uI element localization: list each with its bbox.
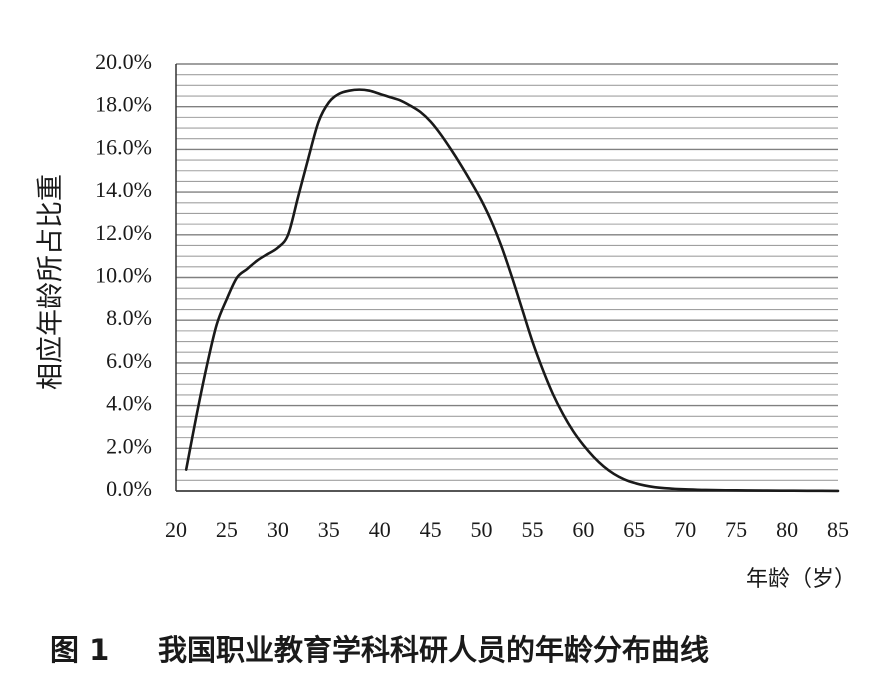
y-tick-label: 2.0% (106, 433, 152, 458)
x-tick-label: 40 (369, 517, 391, 542)
y-tick-label: 14.0% (95, 177, 152, 202)
y-axis-label: 相应年龄所占比重 (36, 174, 67, 390)
x-tick-label: 65 (623, 517, 645, 542)
x-tick-label: 55 (521, 517, 543, 542)
x-tick-label: 80 (776, 517, 798, 542)
y-tick-label: 18.0% (95, 92, 152, 117)
y-tick-label: 8.0% (106, 305, 152, 330)
y-tick-labels: 0.0% 2.0% 4.0% 6.0% 8.0% 10.0% 12.0% 14.0% 16.0%… (95, 49, 152, 501)
x-tick-label: 20 (165, 517, 187, 542)
y-tick-label: 16.0% (95, 134, 152, 159)
x-tick-label: 35 (318, 517, 340, 542)
figure-number: 图 1 (50, 633, 109, 667)
x-tick-label: 25 (216, 517, 238, 542)
gridlines (176, 63, 838, 492)
y-tick-label: 20.0% (95, 49, 152, 74)
x-tick-labels: 20 25 30 35 40 45 50 55 60 65 70 75 80 85 (165, 517, 849, 542)
y-tick-label: 12.0% (95, 220, 152, 245)
x-tick-label: 30 (267, 517, 289, 542)
figure-caption: 我国职业教育学科科研人员的年龄分布曲线 (158, 633, 709, 667)
x-tick-label: 85 (827, 517, 849, 542)
x-tick-label: 75 (725, 517, 747, 542)
series-line (184, 88, 840, 493)
y-tick-label: 4.0% (106, 391, 152, 416)
y-tick-label: 10.0% (95, 263, 152, 288)
x-tick-label: 60 (572, 517, 594, 542)
x-axis-label: 年龄（岁） (746, 567, 856, 592)
y-tick-label: 0.0% (106, 476, 152, 501)
y-tick-label: 6.0% (106, 348, 152, 373)
x-tick-label: 45 (420, 517, 442, 542)
x-tick-label: 50 (471, 517, 493, 542)
x-tick-label: 70 (674, 517, 696, 542)
